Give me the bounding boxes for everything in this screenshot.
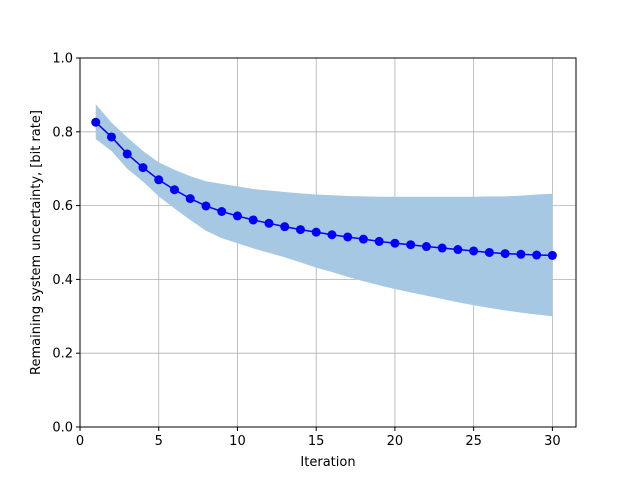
y-tick-label: 0.4 (52, 273, 73, 288)
data-point (201, 201, 211, 211)
data-point (374, 236, 384, 246)
x-tick-label: 0 (76, 434, 84, 449)
data-point (437, 243, 447, 253)
data-point (406, 240, 416, 250)
data-point (421, 242, 431, 252)
data-point (217, 207, 227, 217)
data-point (122, 149, 132, 159)
x-tick-label: 5 (155, 434, 163, 449)
data-point (311, 227, 321, 237)
series-layer (91, 117, 557, 260)
y-tick-label: 1.0 (52, 52, 73, 67)
x-axis-label: Iteration (300, 455, 355, 470)
data-point (138, 163, 148, 173)
x-tick-label: 10 (229, 434, 246, 449)
uncertainty-band (95, 104, 553, 317)
data-point (185, 194, 195, 204)
data-point (154, 175, 164, 185)
data-point (547, 250, 557, 260)
data-point (516, 249, 526, 259)
y-tick-label: 0.0 (52, 421, 73, 436)
y-tick-label: 0.8 (52, 125, 73, 140)
x-tick-label: 20 (387, 434, 404, 449)
y-tick-label: 0.6 (52, 199, 73, 214)
data-point (280, 222, 290, 232)
data-point (264, 218, 274, 228)
plot-frame (79, 57, 577, 428)
data-point (248, 215, 258, 225)
data-point (469, 246, 479, 256)
x-tick-label: 25 (465, 434, 482, 449)
y-axis-label: Remaining system uncertainty, [bit rate] (29, 110, 44, 375)
data-point (532, 250, 542, 260)
data-point (91, 117, 101, 127)
x-tick-label: 30 (544, 434, 561, 449)
data-point (295, 225, 305, 235)
data-point (358, 234, 368, 244)
y-tick-label: 0.2 (52, 347, 73, 362)
x-tick-label: 15 (308, 434, 325, 449)
data-point (169, 185, 179, 195)
data-point (500, 249, 510, 259)
data-point (484, 247, 494, 257)
axis-ticks: 0 5 10 15 20 25 30 0.0 0.2 0.4 0.6 0.8 1.0 (52, 52, 560, 450)
data-point (453, 245, 463, 255)
data-point (232, 211, 242, 221)
data-point (106, 132, 116, 142)
data-point (343, 232, 353, 242)
data-point (390, 238, 400, 248)
data-point (327, 230, 337, 240)
